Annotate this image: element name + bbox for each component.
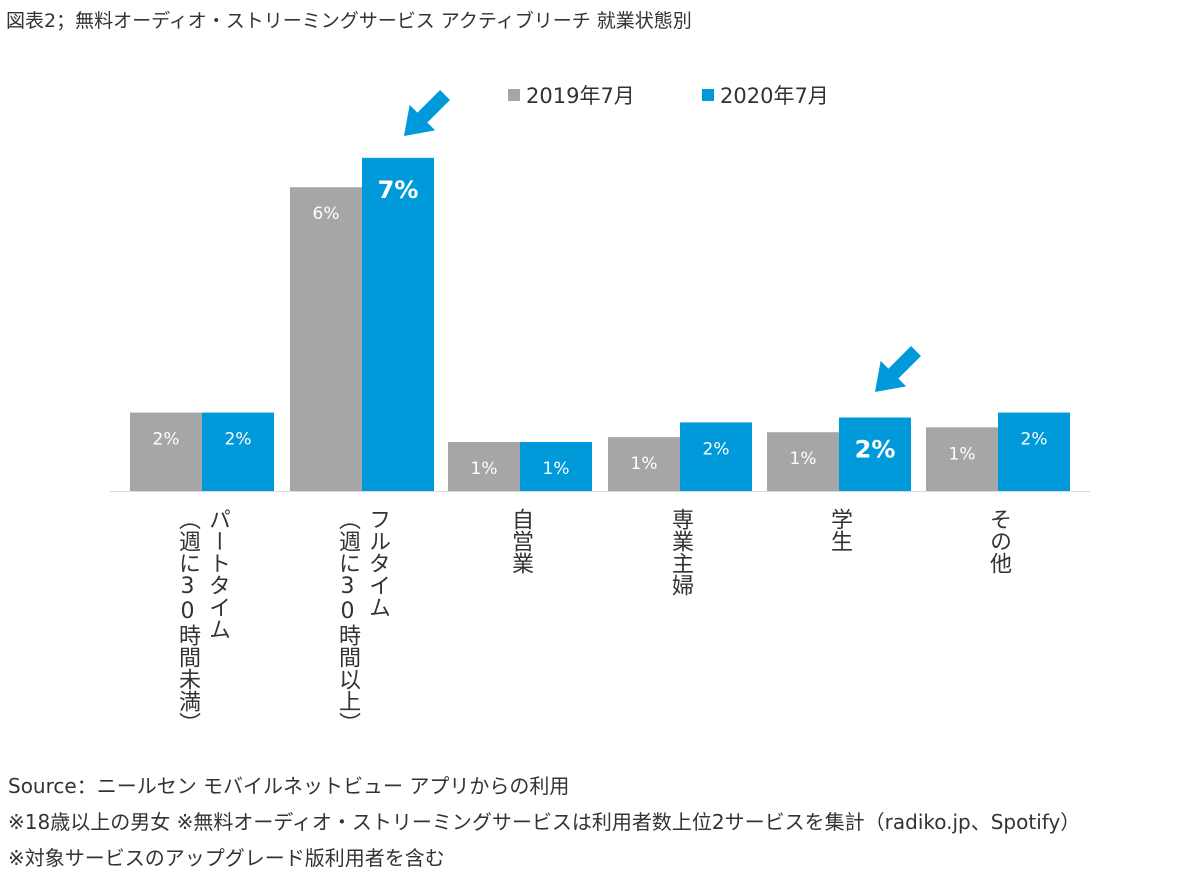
bar-0-2 — [448, 442, 520, 491]
legend-label-2019: 2019年7月 — [526, 84, 635, 108]
data-label-1-3: 2% — [703, 439, 730, 459]
data-label-0-2: 1% — [471, 459, 498, 479]
bar-0-1 — [290, 187, 362, 491]
category-label-3: 専業主婦 — [668, 508, 693, 596]
chart-title: 図表2；無料オーディオ・ストリーミングサービス アクティブリーチ 就業状態別 — [6, 10, 692, 32]
data-label-0-3: 1% — [631, 454, 658, 474]
category-label-2: 自営業 — [508, 508, 533, 574]
data-label-1-1: 7% — [378, 176, 419, 204]
bar-1-5 — [998, 412, 1070, 491]
category-label-5: その他 — [986, 508, 1011, 574]
bar-1-4 — [839, 417, 911, 491]
data-label-1-5: 2% — [1021, 430, 1048, 450]
footnote-scope: ※18歳以上の男女 ※無料オーディオ・ストリーミングサービスは利用者数上位2サー… — [8, 810, 1081, 834]
legend-swatch-2020 — [702, 89, 714, 101]
arrow-icon-student — [875, 346, 921, 392]
bar-1-1 — [362, 157, 434, 492]
bar-0-3 — [608, 437, 680, 491]
bar-0-4 — [767, 432, 839, 491]
category-label-1: フルタイム （週に30時間以上） — [335, 508, 390, 734]
legend-item-2020: 2020年7月 — [702, 80, 829, 110]
source-note: Source：ニールセン モバイルネットビュー アプリからの利用 — [8, 774, 570, 798]
data-label-0-1: 6% — [313, 204, 340, 224]
legend-item-2019: 2019年7月 — [508, 80, 635, 110]
legend-label-2020: 2020年7月 — [720, 84, 829, 108]
data-label-1-4: 2% — [855, 436, 896, 464]
bar-0-0 — [130, 412, 202, 491]
bar-1-2 — [520, 442, 592, 491]
data-label-1-0: 2% — [225, 430, 252, 450]
data-label-1-2: 1% — [543, 459, 570, 479]
bar-0-5 — [926, 427, 998, 491]
data-label-0-0: 2% — [153, 430, 180, 450]
bar-1-0 — [202, 412, 274, 491]
footnote-upgrade: ※対象サービスのアップグレード版利用者を含む — [8, 846, 445, 870]
data-label-0-5: 1% — [949, 444, 976, 464]
arrow-icon-fulltime — [404, 90, 450, 136]
bar-1-3 — [680, 422, 752, 491]
legend-swatch-2019 — [508, 89, 520, 101]
category-label-4: 学生 — [827, 508, 852, 552]
data-label-0-4: 1% — [790, 449, 817, 469]
category-label-0: パートタイム （週に30時間未満） — [175, 508, 230, 734]
